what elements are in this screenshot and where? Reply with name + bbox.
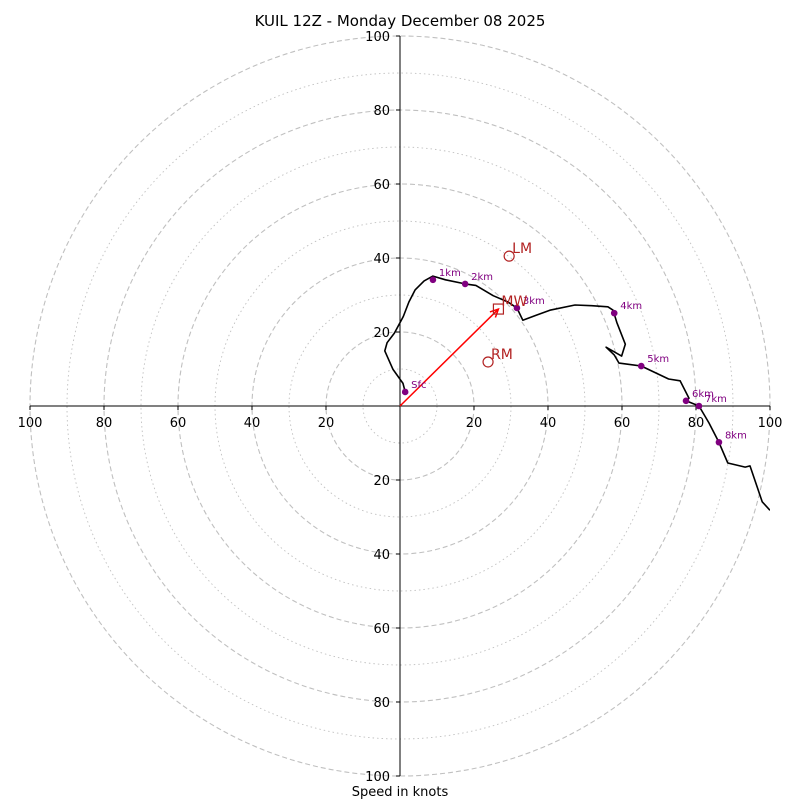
x-tick-label: 100 [758,416,783,431]
shear-vector-line [399,308,499,407]
storm-motion-markers: LM MW RM [482,241,532,368]
height-marker-label: 8km [725,430,747,441]
y-tick-label: 100 [365,770,390,785]
x-tick-label: 40 [244,416,261,431]
y-tick-label: 40 [373,252,390,267]
x-tick-label: 100 [18,416,43,431]
height-marker-dot [401,388,409,396]
y-tick-label: 60 [373,622,390,637]
storm-motion-circle [482,356,494,368]
height-marker-dot [637,362,645,370]
y-tick-label: 80 [373,104,390,119]
height-marker-dot [682,397,690,405]
storm-motion-square [492,303,505,315]
y-tick-label: 40 [373,548,390,563]
x-tick-label: 40 [540,416,557,431]
x-tick-label: 60 [170,416,187,431]
height-marker-label: 5km [647,354,669,365]
storm-motion-circle [503,250,515,262]
storm-motion-label: MW [501,294,527,310]
storm-motion-label: RM [491,347,513,363]
height-marker-label: 4km [620,301,642,312]
y-tick-label: 80 [373,696,390,711]
height-marker-dot [695,402,703,410]
y-tick-label: 20 [373,326,390,341]
x-tick-label: 20 [318,416,335,431]
height-marker-dot [429,276,437,284]
x-tick-label: 20 [466,416,483,431]
height-marker-dot [715,438,723,446]
height-marker-dot [513,304,521,312]
height-marker-label: 3km [523,296,545,307]
y-tick-label: 20 [373,474,390,489]
height-marker-label: 6km [692,389,714,400]
x-axis-label: Speed in knots [352,785,449,800]
shear-vector-arrowhead [489,307,500,318]
y-tick-label: 100 [365,30,390,45]
storm-motion-label: LM [512,241,532,257]
height-marker-dot [610,309,618,317]
height-marker-dot [461,280,469,288]
y-tick-label: 60 [373,178,390,193]
x-tick-label: 60 [614,416,631,431]
height-marker-label: 2km [471,272,493,283]
height-marker-label: Sfc [411,380,426,391]
x-tick-label: 80 [688,416,705,431]
height-marker-label: 1km [439,268,461,279]
chart-title: KUIL 12Z - Monday December 08 2025 [255,12,546,30]
height-marker-label: 7km [705,394,727,405]
x-tick-label: 80 [96,416,113,431]
tick-labels: 100 80 60 40 20 20 40 60 80 100 100 80 60 40 20 20 40 60 8… [18,30,783,785]
